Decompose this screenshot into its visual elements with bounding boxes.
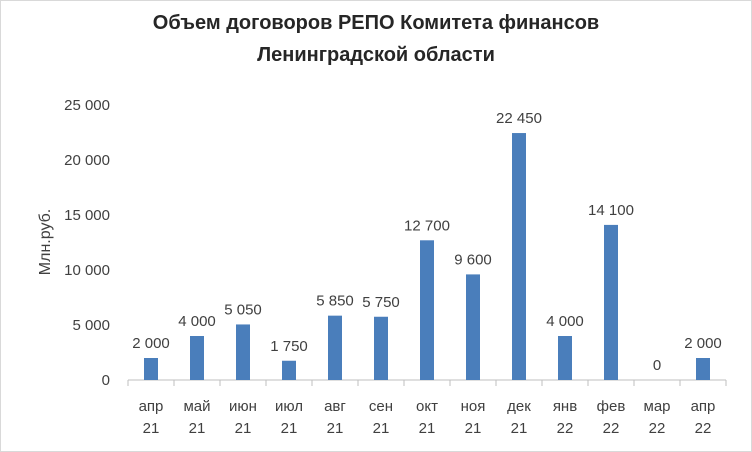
x-tick-label: 21 xyxy=(465,420,482,437)
bar xyxy=(558,336,572,380)
chart-title-line-2: Ленинградской области xyxy=(257,44,495,66)
x-tick-label: 22 xyxy=(557,420,574,437)
x-tick-label: сен xyxy=(369,398,393,415)
bar xyxy=(604,224,618,380)
x-tick-label: янв xyxy=(553,398,577,415)
data-label: 9 600 xyxy=(454,251,492,268)
data-label: 14 100 xyxy=(588,202,634,219)
data-label: 22 450 xyxy=(496,110,542,127)
bar xyxy=(328,315,342,380)
data-label: 0 xyxy=(653,357,661,374)
x-tick-label: 21 xyxy=(327,420,344,437)
y-tick-label: 20 000 xyxy=(64,152,110,169)
chart-title-line-1: Объем договоров РЕПО Комитета финансов xyxy=(152,12,600,34)
x-tick-label: 22 xyxy=(695,420,712,437)
data-label: 4 000 xyxy=(178,313,216,330)
data-label: 12 700 xyxy=(404,217,450,234)
x-tick-label: 21 xyxy=(143,420,160,437)
data-label: 2 000 xyxy=(684,335,722,352)
data-label: 2 000 xyxy=(132,335,170,352)
x-tick-label: 21 xyxy=(189,420,206,437)
x-tick-label: апр xyxy=(691,398,716,415)
x-tick-label: фев xyxy=(597,398,626,415)
x-tick-label: май xyxy=(183,398,210,415)
bar xyxy=(190,336,204,380)
y-tick-label: 5 000 xyxy=(72,317,110,334)
data-label: 5 750 xyxy=(362,294,400,311)
y-tick-label: 10 000 xyxy=(64,262,110,279)
x-tick-label: 22 xyxy=(649,420,666,437)
y-tick-label: 15 000 xyxy=(64,207,110,224)
data-label: 1 750 xyxy=(270,338,308,355)
x-tick-label: 21 xyxy=(419,420,436,437)
bar xyxy=(374,316,388,380)
x-tick-label: 21 xyxy=(281,420,298,437)
x-tick-label: 21 xyxy=(235,420,252,437)
bar xyxy=(466,274,480,380)
x-tick-label: апр xyxy=(139,398,164,415)
x-tick-label: 21 xyxy=(373,420,390,437)
bar xyxy=(144,358,158,380)
bar xyxy=(236,324,250,380)
x-tick-label: 22 xyxy=(603,420,620,437)
data-label: 5 050 xyxy=(224,301,262,318)
bar xyxy=(696,358,710,380)
bar xyxy=(512,133,526,380)
y-axis-label: Млн.руб. xyxy=(37,209,54,275)
bar xyxy=(282,360,296,380)
x-tick-label: ноя xyxy=(461,398,486,415)
bar xyxy=(420,240,434,380)
x-tick-label: июл xyxy=(275,398,303,415)
y-tick-label: 25 000 xyxy=(64,97,110,114)
x-tick-label: июн xyxy=(229,398,257,415)
y-tick-label: 0 xyxy=(102,372,110,389)
x-tick-label: дек xyxy=(507,398,531,415)
x-tick-label: мар xyxy=(644,398,671,415)
data-label: 5 850 xyxy=(316,293,354,310)
x-tick-label: 21 xyxy=(511,420,528,437)
x-tick-label: окт xyxy=(416,398,438,415)
x-tick-label: авг xyxy=(324,398,346,415)
data-label: 4 000 xyxy=(546,313,584,330)
